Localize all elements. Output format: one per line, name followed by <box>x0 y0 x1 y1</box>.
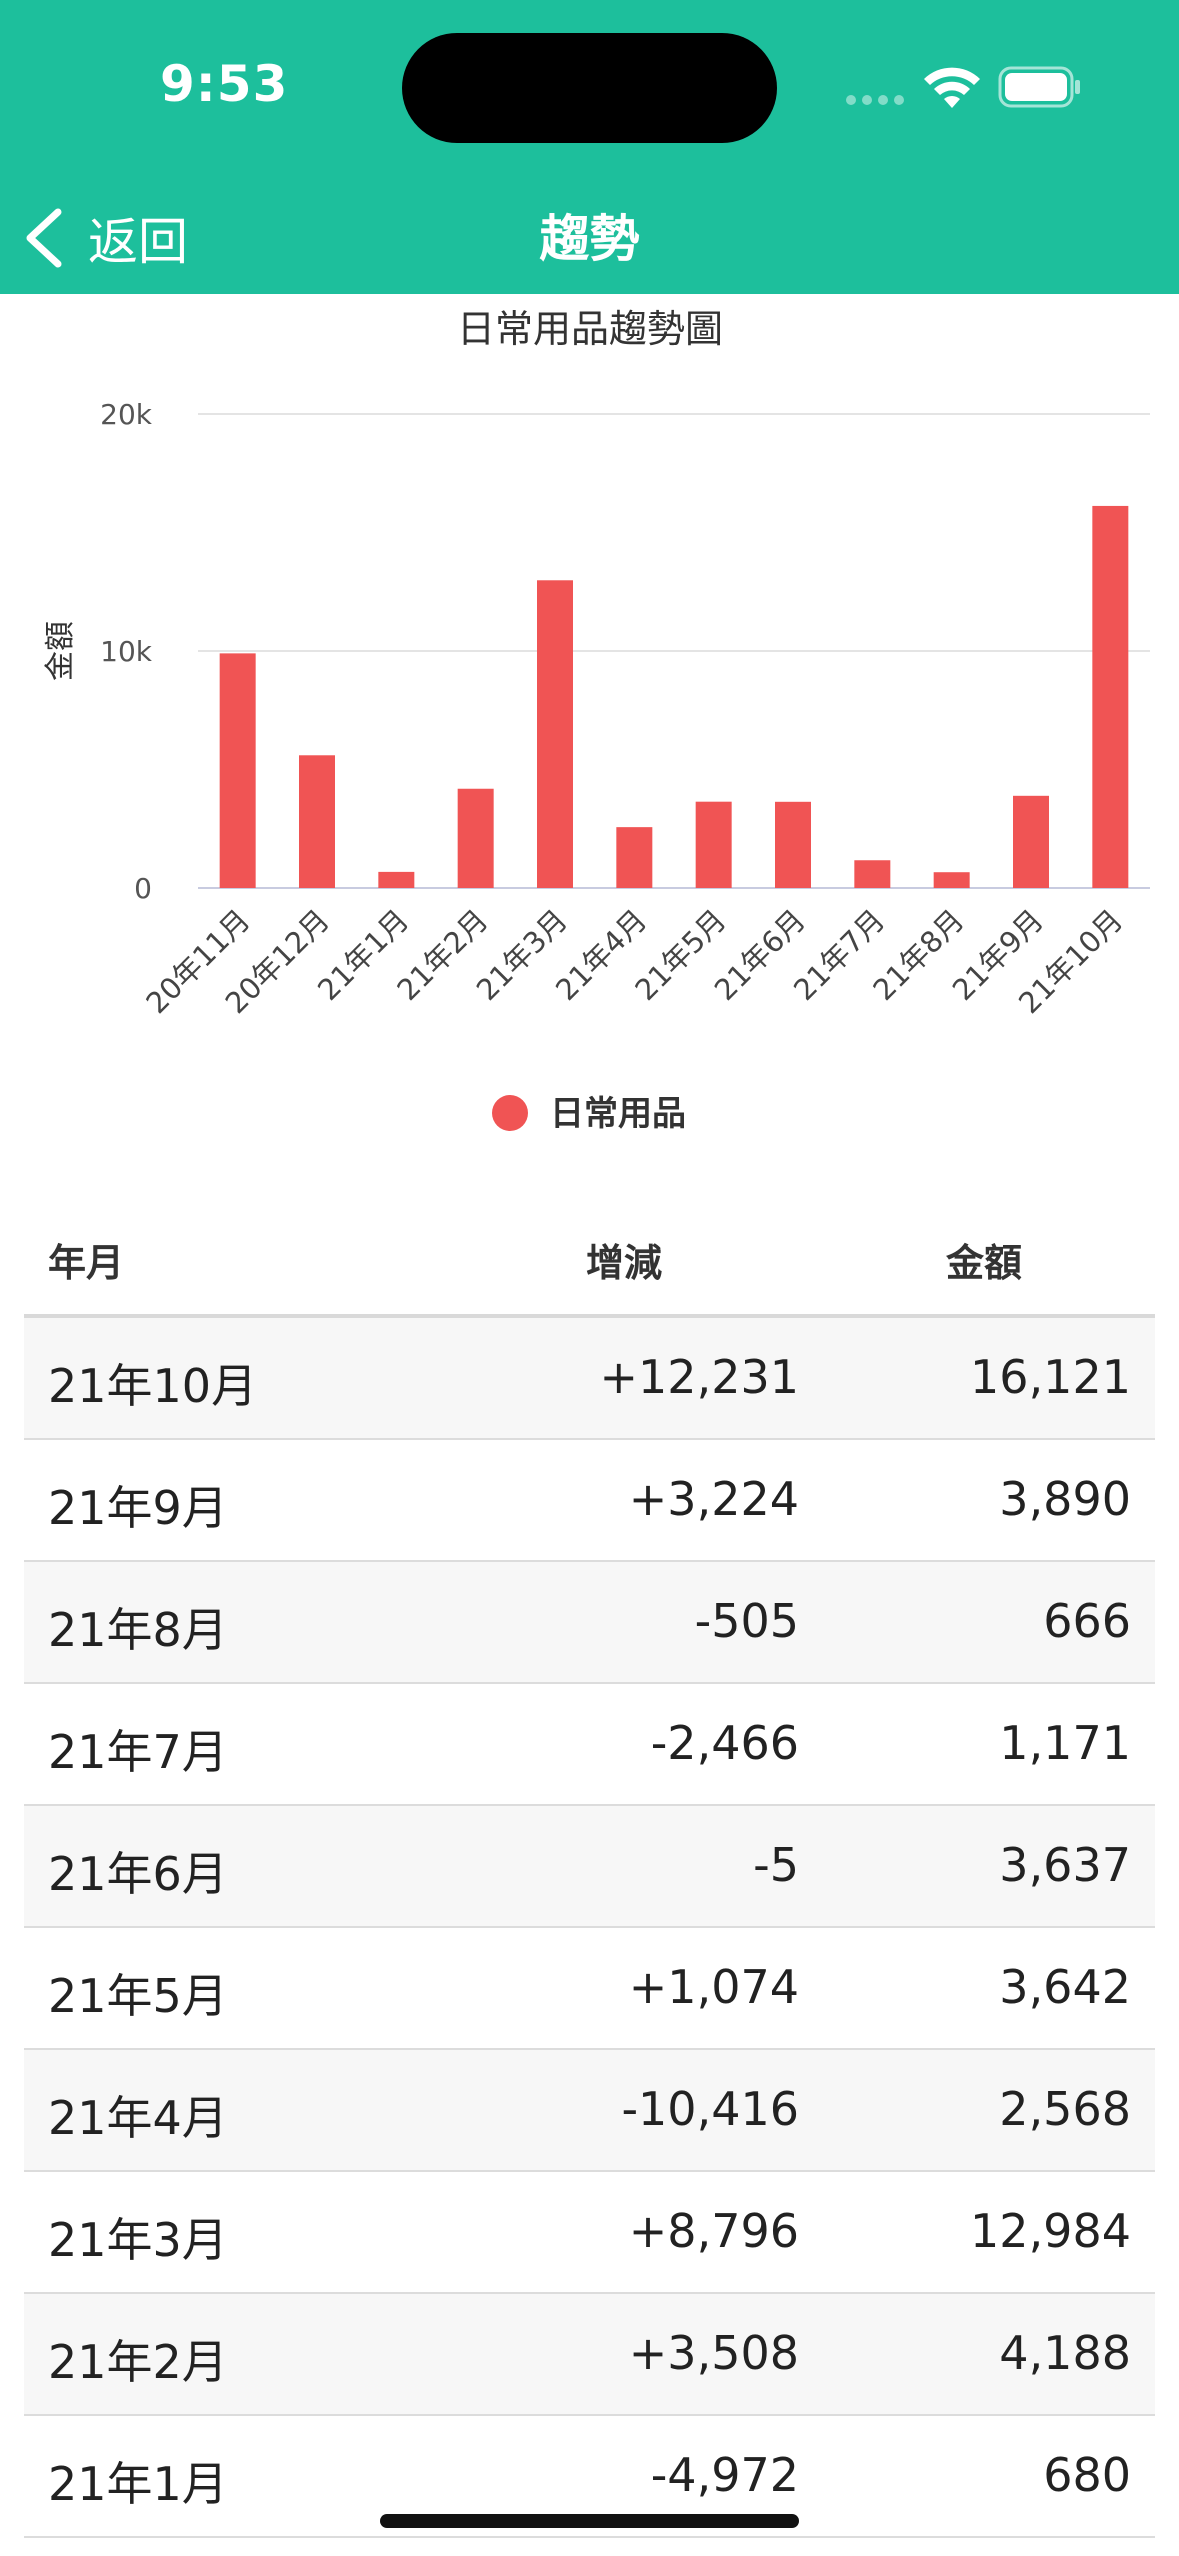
row-month: 21年10月 <box>48 1359 258 1413</box>
dynamic-island <box>402 33 777 143</box>
row-amount: 2,568 <box>999 2082 1131 2136</box>
table-header: 年月 增減 金額 <box>24 1210 1155 1318</box>
chart-bar <box>695 801 732 888</box>
bar-chart: 日常用品趨勢圖金額010k20k20年11月20年12月21年1月21年2月21… <box>43 307 1150 1134</box>
chart-bar <box>457 788 494 888</box>
battery-icon <box>998 66 1080 108</box>
status-bar: 9:53 <box>0 0 1179 185</box>
row-amount: 3,637 <box>999 1838 1131 1892</box>
table-row[interactable]: 21年6月 -5 3,637 <box>24 1806 1155 1928</box>
status-time: 9:53 <box>160 55 289 113</box>
wifi-icon <box>924 67 980 108</box>
chart-bar <box>1013 795 1049 888</box>
row-change: +12,231 <box>599 1350 800 1404</box>
chart-bar <box>933 872 970 888</box>
row-amount: 4,188 <box>999 2326 1131 2380</box>
table-row[interactable]: 21年10月 +12,231 16,121 <box>24 1318 1155 1440</box>
row-month: 21年9月 <box>48 1481 228 1535</box>
row-month: 21年2月 <box>48 2335 228 2389</box>
y-tick-label: 20k <box>100 398 153 431</box>
chart-bar <box>1092 505 1129 888</box>
chart-bar <box>219 653 256 888</box>
row-month: 21年1月 <box>48 2457 228 2511</box>
row-amount: 1,171 <box>999 1716 1131 1770</box>
row-change: -5 <box>753 1838 799 1892</box>
row-change: -10,416 <box>621 2082 799 2136</box>
y-tick-label: 0 <box>134 872 152 905</box>
row-month: 21年4月 <box>48 2091 228 2145</box>
row-change: -2,466 <box>650 1716 799 1770</box>
row-amount: 12,984 <box>970 2204 1131 2258</box>
table-row[interactable]: 21年2月 +3,508 4,188 <box>24 2294 1155 2416</box>
row-amount: 3,890 <box>999 1472 1131 1526</box>
trend-table: 年月 增減 金額 21年10月 +12,231 16,121 21年9月 +3,224 3… <box>24 1210 1155 2538</box>
back-button[interactable]: 返回 <box>22 193 188 283</box>
row-amount: 3,642 <box>999 1960 1131 2014</box>
table-row[interactable]: 21年7月 -2,466 1,171 <box>24 1684 1155 1806</box>
cellular-signal-icon <box>846 95 904 105</box>
y-tick-label: 10k <box>100 635 153 668</box>
table-row[interactable]: 21年1月 -4,972 680 <box>24 2416 1155 2538</box>
table-row[interactable]: 21年3月 +8,796 12,984 <box>24 2172 1155 2294</box>
chart-bar <box>378 871 415 888</box>
table-row[interactable]: 21年4月 -10,416 2,568 <box>24 2050 1155 2172</box>
row-change: +8,796 <box>628 2204 799 2258</box>
chevron-left-icon <box>26 208 62 268</box>
navigation-bar: 趨勢 返回 <box>0 185 1179 294</box>
table-row[interactable]: 21年8月 -505 666 <box>24 1562 1155 1684</box>
legend-label: 日常用品 <box>550 1094 686 1134</box>
row-change: -505 <box>694 1594 799 1648</box>
table-row[interactable]: 21年9月 +3,224 3,890 <box>24 1440 1155 1562</box>
trend-chart: 日常用品趨勢圖 金額 0 10k 20k 20年11月 20年12月 21年1月 21年2月 21… <box>0 294 1179 1164</box>
row-change: +3,224 <box>628 1472 799 1526</box>
chart-bar <box>854 860 891 888</box>
row-change: +1,074 <box>628 1960 799 2014</box>
row-change: -4,972 <box>650 2448 799 2502</box>
header-month: 年月 <box>48 1241 125 1285</box>
home-indicator[interactable] <box>380 2514 799 2528</box>
header-amount: 金額 <box>946 1241 1023 1285</box>
row-month: 21年7月 <box>48 1725 228 1779</box>
chart-bar <box>299 755 335 888</box>
chart-bar <box>775 801 811 888</box>
chart-title: 日常用品趨勢圖 <box>457 307 723 351</box>
row-month: 21年6月 <box>48 1847 228 1901</box>
table-body: 21年10月 +12,231 16,121 21年9月 +3,224 3,890 21年8月… <box>24 1318 1155 2538</box>
row-amount: 16,121 <box>970 1350 1131 1404</box>
legend-marker <box>492 1095 528 1131</box>
y-axis-label: 金額 <box>43 621 78 681</box>
row-month: 21年8月 <box>48 1603 228 1657</box>
table-row[interactable]: 21年5月 +1,074 3,642 <box>24 1928 1155 2050</box>
row-amount: 680 <box>1043 2448 1131 2502</box>
row-change: +3,508 <box>628 2326 799 2380</box>
page-title: 趨勢 <box>539 210 640 268</box>
header-change: 增減 <box>586 1241 663 1285</box>
row-month: 21年5月 <box>48 1969 228 2023</box>
chart-bar <box>616 827 653 888</box>
back-button-label: 返回 <box>88 213 188 271</box>
row-month: 21年3月 <box>48 2213 228 2267</box>
chart-bar <box>537 580 573 888</box>
row-amount: 666 <box>1043 1594 1131 1648</box>
